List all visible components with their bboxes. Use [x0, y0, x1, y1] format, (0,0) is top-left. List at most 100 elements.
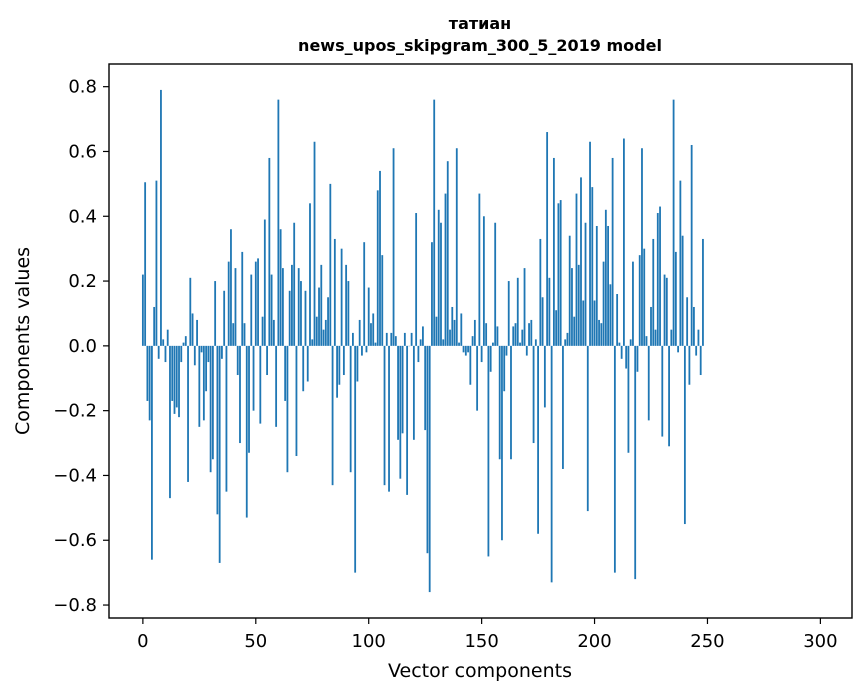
bar — [672, 99, 675, 346]
bar — [336, 345, 338, 398]
bar — [618, 342, 621, 346]
bar — [281, 268, 284, 346]
bar — [234, 268, 237, 346]
bar — [333, 238, 336, 346]
bar — [627, 345, 630, 453]
bar — [668, 345, 670, 447]
x-tick-label: 0 — [137, 631, 148, 652]
y-ticks: −0.8 −0.6 −0.4 −0.2 0.0 0.2 0.4 0.6 0.8 — [53, 77, 109, 616]
bar — [304, 290, 307, 346]
bar — [492, 342, 494, 346]
bar — [327, 297, 329, 346]
bar — [311, 339, 314, 346]
bar — [482, 216, 485, 346]
bar — [320, 264, 323, 346]
bar — [345, 264, 348, 346]
bar — [641, 148, 643, 346]
bar — [388, 345, 390, 492]
bar — [501, 345, 503, 541]
bar — [295, 345, 298, 457]
bar — [505, 345, 508, 356]
bar — [227, 261, 230, 346]
bar — [385, 332, 388, 346]
bar — [584, 222, 587, 346]
bar — [196, 319, 198, 346]
bar — [686, 297, 689, 346]
bar — [625, 345, 628, 369]
y-tick-label: −0.6 — [53, 530, 97, 551]
bar — [324, 319, 327, 346]
bar — [589, 141, 591, 346]
bar — [381, 255, 384, 346]
bar — [559, 200, 562, 346]
bar — [383, 345, 386, 486]
bar — [489, 345, 492, 372]
bar — [315, 316, 318, 346]
bar — [555, 310, 558, 346]
bar — [329, 183, 332, 346]
bar — [632, 261, 634, 346]
bar — [257, 258, 259, 346]
bar — [697, 329, 700, 346]
bar — [446, 161, 449, 346]
bar — [679, 180, 682, 346]
bar — [428, 345, 431, 593]
bar — [218, 345, 221, 563]
bar — [236, 345, 239, 376]
bar — [510, 345, 512, 460]
bar — [207, 345, 210, 363]
bar — [543, 345, 546, 408]
bar — [478, 193, 481, 346]
bar — [166, 329, 169, 346]
bar — [609, 284, 612, 346]
bar — [141, 274, 144, 346]
bar — [372, 313, 375, 346]
bar — [514, 323, 517, 346]
y-tick-label: 0.4 — [68, 206, 97, 227]
bar — [394, 336, 397, 346]
bar — [494, 222, 497, 346]
bar — [313, 141, 316, 346]
bar — [476, 345, 479, 411]
bar — [331, 345, 334, 486]
bar — [674, 251, 677, 346]
bar — [403, 332, 406, 346]
bar — [202, 345, 205, 421]
bar — [523, 268, 526, 346]
bar — [347, 281, 350, 346]
bar — [193, 345, 196, 366]
bar — [663, 274, 666, 346]
x-tick-label: 250 — [690, 631, 724, 652]
bar — [279, 229, 282, 346]
bar — [275, 345, 278, 427]
bar — [525, 345, 528, 356]
bar — [690, 144, 693, 346]
bar — [595, 225, 598, 346]
bar — [613, 345, 616, 573]
bar — [365, 345, 368, 353]
bar — [397, 345, 399, 440]
bar — [661, 345, 664, 437]
bar — [363, 242, 366, 346]
x-ticks: 0 50 100 150 200 250 300 — [137, 618, 838, 652]
bar — [469, 345, 472, 385]
bar — [198, 345, 201, 427]
bar — [654, 329, 657, 346]
bar — [180, 345, 183, 363]
bar — [209, 345, 212, 473]
y-axis-label: Components values — [12, 247, 34, 435]
bar — [521, 329, 524, 346]
bar — [162, 339, 165, 346]
bar — [250, 274, 253, 346]
chart-title-line-1: татиан — [449, 14, 511, 33]
bar — [444, 193, 447, 346]
bar — [221, 345, 223, 359]
y-tick-label: 0.0 — [68, 336, 97, 357]
bar — [433, 99, 436, 346]
bar — [699, 345, 702, 376]
bar — [300, 281, 302, 346]
bar — [471, 336, 474, 346]
bar — [266, 345, 268, 376]
bar — [546, 132, 549, 346]
bar — [225, 345, 228, 492]
